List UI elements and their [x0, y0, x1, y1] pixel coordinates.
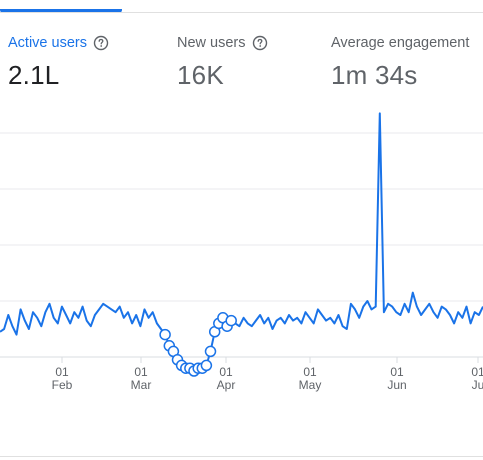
- metric-tab-active-users[interactable]: Active users 2.1L: [8, 34, 109, 90]
- help-circle-icon[interactable]: [252, 35, 268, 51]
- x-tick-label-day: 01: [55, 365, 69, 379]
- data-point[interactable]: [200, 359, 213, 372]
- x-tick-label-month: Feb: [52, 378, 73, 392]
- metric-tab-average-engagement[interactable]: Average engagement 1m 34s: [331, 34, 469, 90]
- metric-value: 1m 34s: [331, 60, 418, 90]
- metric-value: 2.1L: [8, 60, 60, 90]
- x-tick-label-day: 01: [471, 365, 483, 379]
- x-tick-label-day: 01: [134, 365, 148, 379]
- active-tab-indicator: [0, 9, 122, 13]
- x-tick-label-day: 01: [303, 365, 317, 379]
- metric-label: New users: [177, 35, 246, 51]
- x-tick-label-month: Mar: [131, 378, 152, 392]
- data-point[interactable]: [204, 345, 217, 358]
- x-tick-label-day: 01: [219, 365, 233, 379]
- x-tick-label-day: 01: [390, 365, 404, 379]
- metric-tab-new-users[interactable]: New users 16K: [177, 34, 268, 90]
- metric-label-row: Active users: [8, 34, 109, 52]
- x-tick-label-month: Apr: [217, 378, 236, 392]
- bottom-divider: [0, 456, 483, 457]
- series-line: [0, 112, 483, 372]
- metric-label: Active users: [8, 35, 87, 51]
- metric-value: 16K: [177, 60, 224, 90]
- metric-label-row: Average engagement: [331, 34, 469, 52]
- data-point[interactable]: [159, 328, 171, 341]
- x-tick-label-month: Ju: [472, 378, 483, 392]
- metric-label: Average engagement: [331, 35, 470, 51]
- x-tick-label-month: Jun: [387, 378, 406, 392]
- top-divider: [0, 12, 483, 13]
- data-point[interactable]: [225, 314, 237, 327]
- metric-label-row: New users: [177, 34, 268, 52]
- x-tick-label-month: May: [299, 378, 322, 392]
- help-circle-icon[interactable]: [93, 35, 109, 51]
